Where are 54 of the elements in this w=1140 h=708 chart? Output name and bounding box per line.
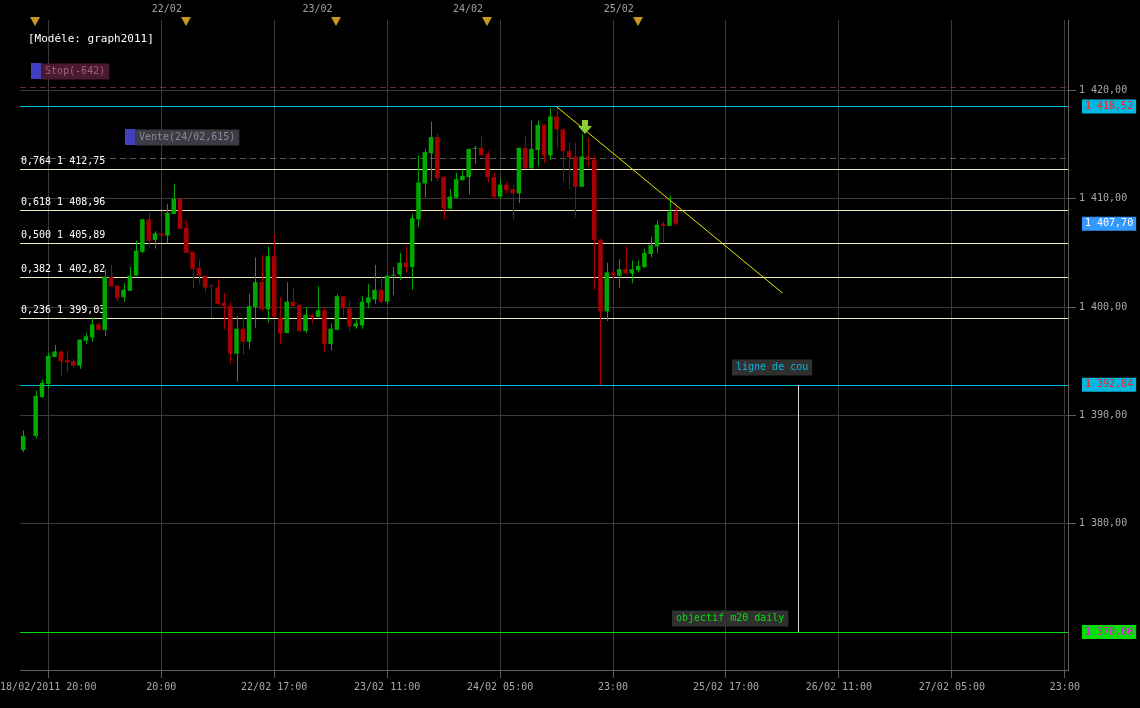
ref-line-label: 0,500 1 405,89 <box>21 229 106 241</box>
text: [Modéle: graph2011] <box>28 32 154 45</box>
x-tick-label: 26/02 11:00 <box>805 680 873 692</box>
candlestick <box>121 282 126 303</box>
ref-line-label: Stop(-642) <box>45 65 106 77</box>
candlestick <box>278 296 283 345</box>
candlestick <box>491 172 497 200</box>
text: 1 392,84 <box>1085 378 1134 390</box>
text: 24/02 <box>453 2 484 14</box>
ref-line-label: 0,764 1 412,75 <box>21 155 106 167</box>
text: 1 407,70 <box>1085 217 1134 229</box>
x-tick-label: 18/02/2011 20:00 <box>0 680 97 692</box>
text: 1 370,00 <box>1085 625 1134 637</box>
x-tick-label: 24/02 05:00 <box>466 680 534 692</box>
ref-line-label: Vente(24/02,615) <box>139 131 236 143</box>
x-tick-label: 23:00 <box>1049 680 1080 692</box>
ref-line-label: ligne de cou <box>736 361 809 373</box>
candlestick <box>560 127 566 182</box>
candlestick <box>196 258 202 285</box>
candlestick <box>629 260 635 284</box>
candlestick <box>623 245 628 274</box>
candlestick <box>566 141 572 190</box>
x-tick-label: 25/02 17:00 <box>692 680 760 692</box>
candlestick <box>215 278 220 306</box>
candlestick <box>303 306 308 334</box>
ref-line-label: 0,382 1 402,82 <box>21 263 106 275</box>
candlestick <box>315 286 321 318</box>
candlestick <box>554 106 559 149</box>
candlestick <box>209 283 214 319</box>
y-tick-label: 1 400,00 <box>1079 300 1128 312</box>
candlestick <box>667 195 672 227</box>
candlestick <box>397 252 402 281</box>
text: 23/02 <box>302 2 333 14</box>
x-tick-label: 20:00 <box>146 680 177 692</box>
ref-line-label: 1 418,52 <box>1085 100 1134 112</box>
ref-line-label: objectif m20 daily <box>676 612 785 624</box>
x-tick-label: 22/02 17:00 <box>241 680 308 692</box>
y-tick-label: 1 380,00 <box>1079 517 1128 529</box>
y-tick-label: 1 390,00 <box>1079 409 1128 421</box>
candlestick <box>146 212 151 248</box>
candlestick <box>347 300 352 332</box>
candlestick <box>108 264 114 287</box>
x-tick-label: 23:00 <box>597 680 629 692</box>
ref-line-label: 0,618 1 408,96 <box>21 196 106 208</box>
candlestick <box>391 266 396 296</box>
text: 22/02 <box>151 2 182 14</box>
x-tick-label: 23/02 11:00 <box>354 680 421 692</box>
y-tick-label: 1 420,00 <box>1079 84 1128 96</box>
y-tick-label: 1 410,00 <box>1079 192 1128 204</box>
text: 25/02 <box>603 2 634 14</box>
x-tick-label: 27/02 05:00 <box>918 680 986 692</box>
candlestick <box>328 322 333 351</box>
candlestick <box>453 172 459 200</box>
candlestick <box>617 258 622 289</box>
